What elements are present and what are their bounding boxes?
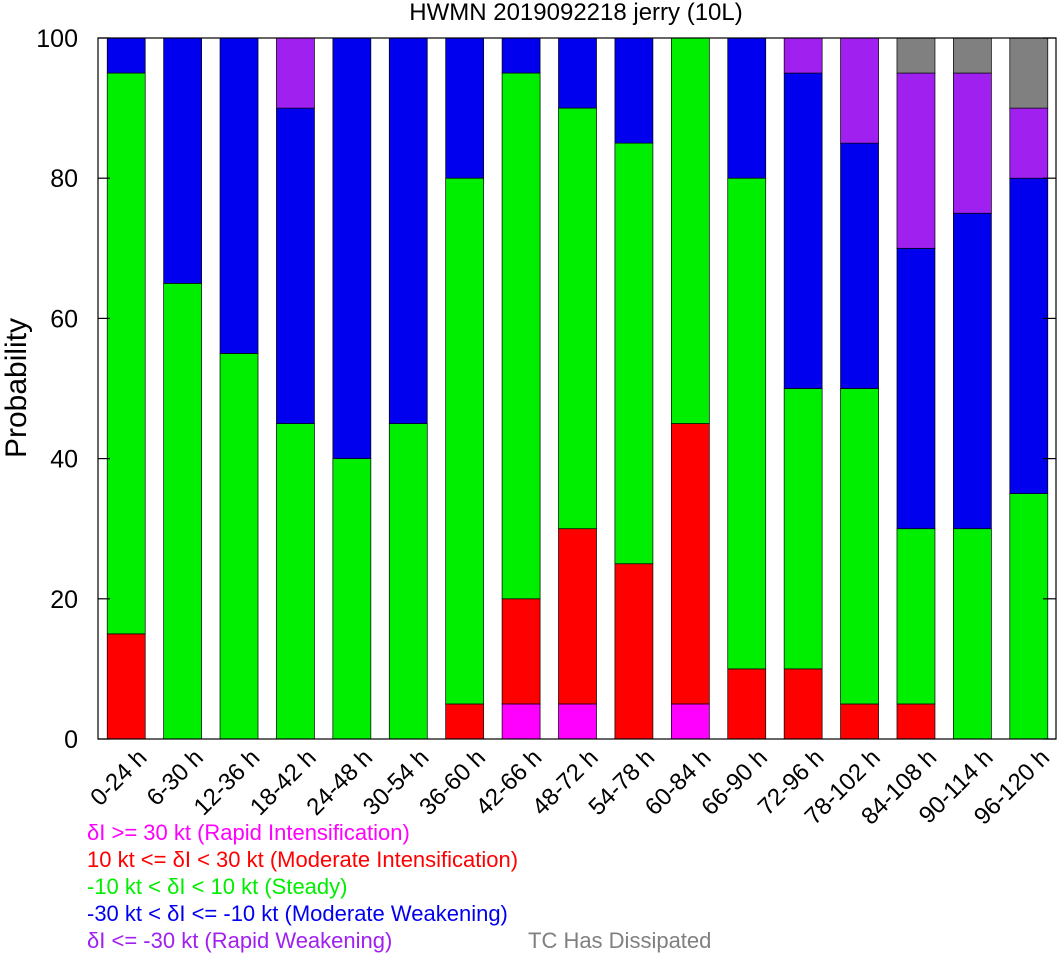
x-tick-label: 0-24 h [85,744,152,811]
bar-segment-steady [106,72,146,635]
bar-segment-moderate-weakening [163,37,202,284]
bar-segment-moderate-weakening [501,37,541,74]
bar-segment-moderate-weakening [840,142,879,389]
legend-tc-dissipated: TC Has Dissipated [528,928,712,953]
bar-segment-moderate-weakening [783,72,823,389]
legend-moderate-weakening: -30 kt < δI <= -10 kt (Moderate Weakenin… [87,901,508,926]
bar-segment-steady [614,142,654,565]
bar-segment-moderate-weakening [219,37,259,354]
bar-segment-rapid-weakening [896,72,936,249]
bar-segment-steady [896,528,936,705]
bar-segment-steady [1009,493,1049,740]
bar-segment-moderate-weakening [896,247,936,530]
bar-segment-moderate-weakening [558,37,597,109]
bar-segment-moderate-weakening [388,37,428,424]
y-axis-label: Probability [0,318,33,458]
bar-segment-rapid-weakening [783,37,823,74]
y-tick-label: 80 [50,165,78,193]
bar-segment-moderate-intensification [558,528,597,705]
legend-rapid-intensification: δI >= 30 kt (Rapid Intensification) [87,820,410,845]
bar-segment-steady [219,353,259,740]
y-tick-label: 40 [50,446,78,474]
y-tick-label: 60 [50,305,78,333]
bar-segment-steady [276,423,315,740]
y-tick-label: 0 [64,726,78,754]
bar-segment-steady [953,528,992,740]
bar-segment-moderate-weakening [953,212,992,530]
bar-segment-tc-has-dissipated [896,37,936,74]
bars-group [106,37,1049,740]
bar-segment-moderate-intensification [106,633,146,740]
bar-segment-rapid-weakening [953,72,992,214]
bar-segment-rapid-intensification [670,703,710,740]
bar-segment-moderate-weakening [727,37,767,179]
bar-segment-moderate-weakening [332,37,372,459]
bar-segment-moderate-intensification [840,703,879,740]
bar-segment-moderate-intensification [670,423,710,705]
bar-segment-steady [670,37,710,424]
bar-segment-steady [388,423,428,740]
bar-segment-steady [558,107,597,530]
bar-segment-moderate-intensification [501,598,541,705]
bar-segment-moderate-intensification [727,668,767,740]
bar-segment-moderate-intensification [896,703,936,740]
bar-segment-steady [501,72,541,600]
bar-segment-rapid-weakening [276,37,315,109]
bar-segment-moderate-weakening [614,37,654,144]
bar-segment-moderate-weakening [1009,177,1049,495]
chart-title: HWMN 2019092218 jerry (10L) [409,0,742,26]
y-tick-label: 100 [36,25,78,53]
bar-segment-rapid-weakening [840,37,879,144]
legend-moderate-intensification: 10 kt <= δI < 30 kt (Moderate Intensific… [87,847,519,872]
bar-segment-moderate-weakening [106,37,146,74]
bar-segment-moderate-weakening [445,37,485,179]
bar-segment-rapid-intensification [558,703,597,740]
bar-segment-moderate-weakening [276,107,315,424]
bar-segment-steady [332,458,372,740]
bar-segment-steady [163,283,202,740]
bar-segment-moderate-intensification [445,703,485,740]
plot-frame [97,37,1057,740]
legend-rapid-weakening: δI <= -30 kt (Rapid Weakening) [87,928,393,953]
bar-segment-steady [727,177,767,670]
bar-segment-moderate-intensification [783,668,823,740]
bar-segment-steady [445,177,485,705]
bar-segment-tc-has-dissipated [1009,37,1049,109]
bar-segment-moderate-intensification [614,563,654,740]
bar-segment-steady [840,388,879,705]
bar-segment-tc-has-dissipated [953,37,992,74]
bar-segment-steady [783,388,823,670]
legend-steady: -10 kt < δI < 10 kt (Steady) [87,874,348,899]
y-tick-label: 20 [50,586,78,614]
bar-segment-rapid-weakening [1009,107,1049,179]
bar-segment-rapid-intensification [501,703,541,740]
